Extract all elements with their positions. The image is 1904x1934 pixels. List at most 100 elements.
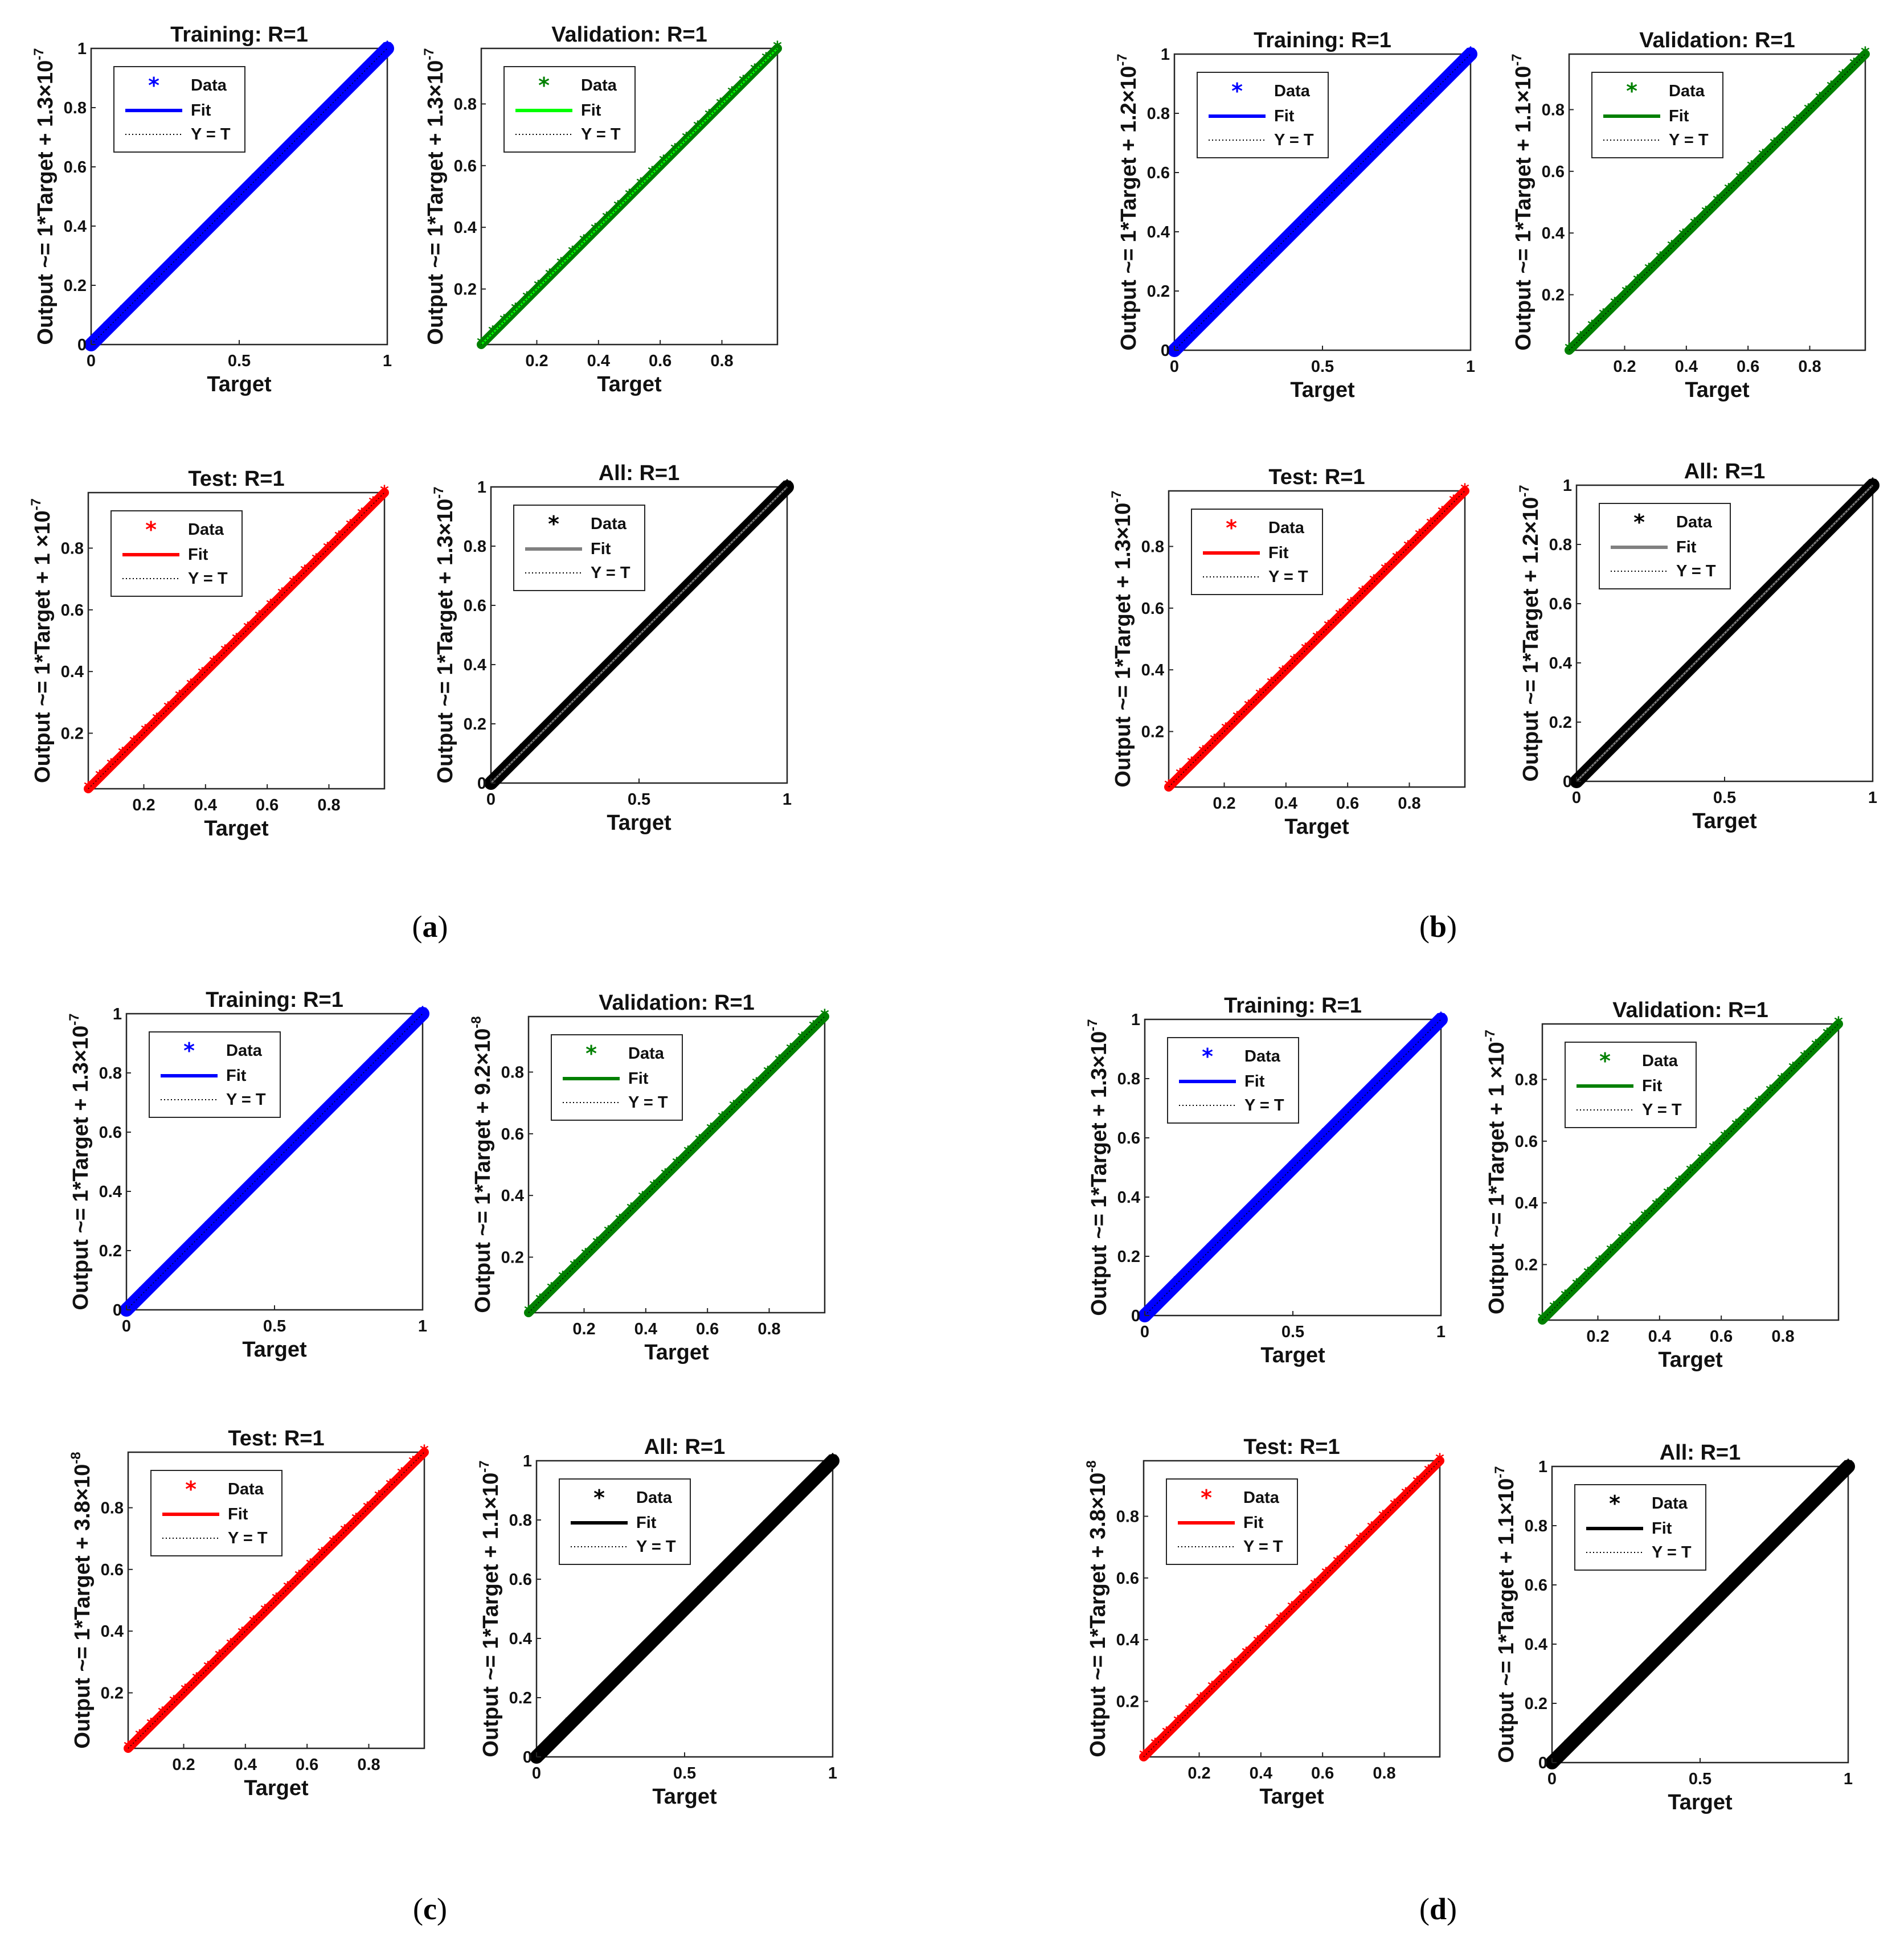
subplot-title: Training: R=1 xyxy=(1224,994,1362,1018)
legend-yt-label: Y = T xyxy=(1676,562,1716,580)
y-tick-label: 0.8 xyxy=(1141,538,1164,556)
y-axis-label-exponent: -7 xyxy=(477,1460,492,1472)
x-axis-label: Target xyxy=(244,1776,309,1800)
x-tick-label: 1 xyxy=(383,352,392,370)
y-axis-label-text: Output ~= 1*Target + 1.2×10 xyxy=(1519,497,1543,782)
y-axis-label-exponent: -7 xyxy=(1492,1466,1508,1478)
x-axis-label: Target xyxy=(204,817,269,841)
subplot-title: Validation: R=1 xyxy=(551,23,707,47)
y-equals-t-line xyxy=(1551,1466,1849,1763)
legend-data-label: Data xyxy=(1268,519,1305,537)
caption-open-paren: ( xyxy=(1419,1892,1430,1926)
x-axis-label: Target xyxy=(1658,1348,1723,1372)
x-tick-label: 0 xyxy=(486,790,496,809)
y-tick-label: 0 xyxy=(1131,1307,1140,1325)
legend-data-marker: * xyxy=(585,1041,597,1066)
subplot-title: Test: R=1 xyxy=(1243,1435,1340,1459)
x-tick-label: 0.8 xyxy=(357,1756,380,1774)
y-tick-label: 0.4 xyxy=(464,656,486,674)
legend-yt-label: Y = T xyxy=(191,125,231,144)
y-tick-label: 0.6 xyxy=(99,1124,122,1142)
y-tick-label: 1 xyxy=(77,40,87,58)
y-tick-label: 0.6 xyxy=(64,158,87,177)
y-tick-label: 0.6 xyxy=(509,1571,532,1589)
subplot-c-validation: ***************************0.20.40.60.80… xyxy=(469,991,829,1365)
data-point: * xyxy=(820,1006,829,1026)
subplot-title: Test: R=1 xyxy=(188,467,284,491)
x-tick-label: 0.8 xyxy=(757,1320,780,1338)
y-equals-t-line xyxy=(128,1452,425,1749)
y-tick-label: 0.6 xyxy=(1117,1129,1140,1148)
legend-fit-label: Fit xyxy=(628,1070,649,1088)
y-tick-label: 0.8 xyxy=(1549,536,1572,554)
y-axis-label-text: Output ~= 1*Target + 3.8×10 xyxy=(1086,1473,1110,1757)
legend-yt-label: Y = T xyxy=(591,564,630,582)
legend: * Data Fit Y = T xyxy=(1565,1042,1697,1128)
x-tick-label: 0.4 xyxy=(1675,358,1698,376)
legend-fit-label: Fit xyxy=(188,546,208,564)
y-tick-label: 0.4 xyxy=(1141,661,1164,679)
y-equals-t-line xyxy=(1168,490,1465,788)
legend: * Data Fit Y = T xyxy=(559,1478,691,1565)
data-point: * xyxy=(1868,475,1877,495)
y-axis-label: Output ~= 1*Target + 1.3×10-7 xyxy=(31,48,58,345)
x-axis-label: Target xyxy=(1259,1785,1324,1809)
x-axis-label: Target xyxy=(1685,378,1750,402)
y-tick-label: 0.4 xyxy=(1515,1194,1538,1212)
y-equals-t-line xyxy=(1569,54,1866,351)
y-axis-label-text: Output ~= 1*Target + 1 ×10 xyxy=(31,510,55,783)
x-tick-label: 0.8 xyxy=(317,796,340,814)
y-axis-label-exponent: -8 xyxy=(1084,1460,1099,1472)
x-tick-label: 0.8 xyxy=(710,352,733,370)
legend: * Data Fit Y = T xyxy=(551,1034,683,1121)
y-tick-label: 0 xyxy=(1538,1754,1547,1772)
y-axis-label-exponent: -7 xyxy=(1085,1019,1100,1031)
caption-letter: a xyxy=(423,909,438,944)
y-axis-label: Output ~= 1*Target + 9.2×10-8 xyxy=(469,1016,495,1313)
legend-yt-label: Y = T xyxy=(188,569,228,588)
y-tick-label: 1 xyxy=(477,478,486,497)
legend-data-marker: * xyxy=(185,1477,196,1502)
y-tick-label: 0.4 xyxy=(1116,1631,1139,1649)
y-axis-label: Output ~= 1*Target + 1.1×10-7 xyxy=(477,1460,503,1757)
subplot-a-validation: ***************************0.20.40.60.80… xyxy=(421,23,782,396)
legend-data-label: Data xyxy=(228,1480,264,1498)
subplot-title: Test: R=1 xyxy=(1268,465,1365,489)
y-tick-label: 0.8 xyxy=(454,96,477,114)
subplot-a-test: ***************************0.20.40.60.80… xyxy=(28,467,389,841)
legend-yt-label: Y = T xyxy=(1244,1096,1284,1114)
x-tick-label: 0.6 xyxy=(1311,1764,1334,1783)
y-tick-label: 0.8 xyxy=(1515,1071,1538,1089)
x-tick-label: 0.2 xyxy=(172,1756,195,1774)
y-axis-label-exponent: -7 xyxy=(1509,54,1525,65)
x-tick-label: 0.8 xyxy=(1798,358,1821,376)
y-tick-label: 0.4 xyxy=(61,663,84,681)
x-tick-label: 1 xyxy=(1466,358,1475,376)
y-tick-label: 0.2 xyxy=(1542,286,1565,305)
y-axis-label-exponent: -7 xyxy=(1115,54,1130,65)
legend: * Data Fit Y = T xyxy=(1197,72,1329,158)
y-axis-label: Output ~= 1*Target + 1.2×10-7 xyxy=(1517,485,1543,781)
x-tick-label: 0.2 xyxy=(1586,1327,1609,1346)
legend-data-marker: * xyxy=(1626,79,1637,104)
y-axis-label: Output ~= 1*Target + 1 ×10-7 xyxy=(28,498,55,783)
y-tick-label: 0.2 xyxy=(64,277,87,295)
legend-fit-label: Fit xyxy=(1642,1077,1663,1095)
legend-fit-label: Fit xyxy=(1274,107,1295,125)
x-tick-label: 0 xyxy=(1547,1770,1557,1788)
x-tick-label: 0.6 xyxy=(696,1320,719,1338)
y-equals-t-line xyxy=(1143,1460,1440,1757)
y-tick-label: 1 xyxy=(1538,1458,1547,1476)
y-tick-label: 0 xyxy=(77,336,87,354)
x-tick-label: 0.2 xyxy=(1213,794,1235,813)
subplot-d-test: ***************************0.20.40.60.80… xyxy=(1084,1435,1444,1809)
x-axis-label: Target xyxy=(1692,809,1757,833)
y-tick-label: 0.2 xyxy=(101,1685,124,1703)
legend-data-marker: * xyxy=(593,1485,605,1510)
y-axis-label: Output ~= 1*Target + 1.3×10-7 xyxy=(421,48,448,345)
subplot-title: All: R=1 xyxy=(1684,460,1766,484)
legend: * Data Fit Y = T xyxy=(150,1470,282,1556)
legend: * Data Fit Y = T xyxy=(1191,509,1323,595)
y-tick-label: 0.4 xyxy=(1525,1636,1547,1654)
x-tick-label: 0.4 xyxy=(234,1756,257,1774)
